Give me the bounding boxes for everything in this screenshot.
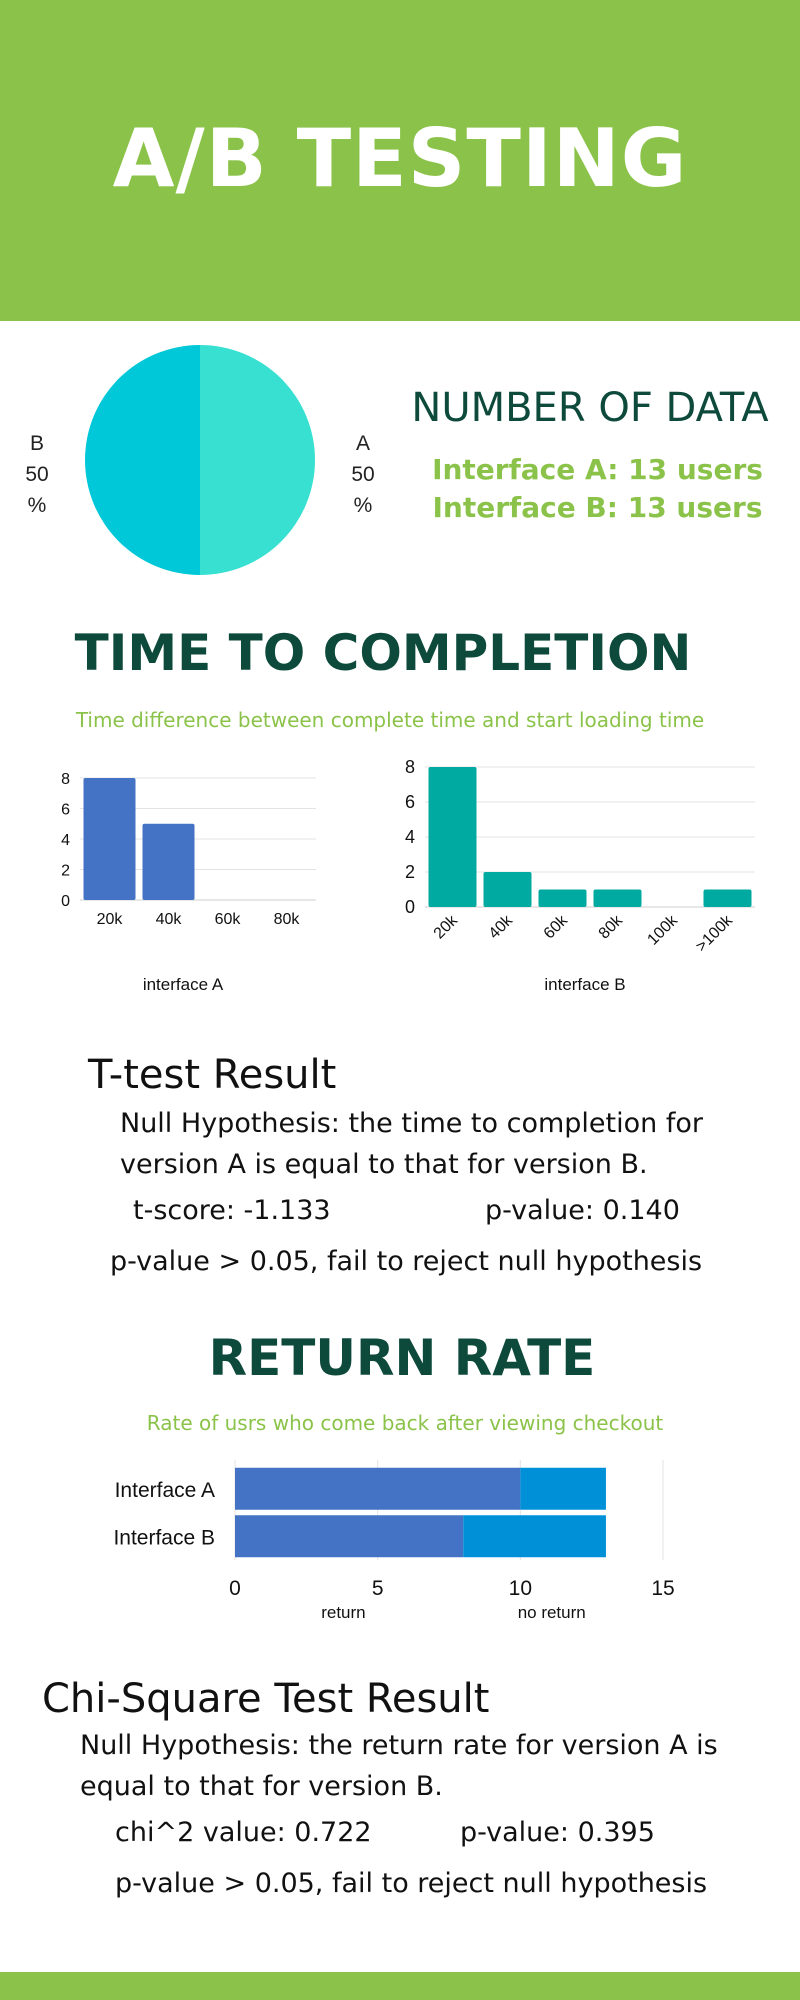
bar-60k	[538, 889, 587, 907]
y-tick-label: 6	[61, 802, 70, 819]
ttest-hypothesis: Null Hypothesis: the time to completion …	[120, 1103, 780, 1185]
x-tick-label: 80k	[596, 911, 627, 942]
x-tick-label: 5	[372, 1577, 384, 1600]
pie-label-b-value: 50	[25, 463, 49, 486]
bar-segment-no-return	[463, 1515, 606, 1558]
bar-40k	[483, 872, 532, 907]
page-title: A/B TESTING	[112, 112, 688, 205]
x-tick-label: 100k	[644, 911, 681, 948]
y-tick-label: 2	[405, 862, 415, 882]
y-tick-label: 0	[61, 893, 70, 910]
chisq-conclusion: p-value > 0.05, fail to reject null hypo…	[115, 1868, 708, 1899]
y-category-label: Interface B	[113, 1526, 215, 1549]
ttest-conclusion: p-value > 0.05, fail to reject null hypo…	[110, 1246, 703, 1277]
ttest-pvalue: p-value: 0.140	[485, 1195, 680, 1226]
legend-return: return	[321, 1603, 365, 1622]
pie-slice-b	[85, 345, 200, 575]
chisq-hypothesis: Null Hypothesis: the return rate for ver…	[80, 1725, 780, 1807]
bar-segment-return	[235, 1467, 521, 1510]
chisq-pvalue: p-value: 0.395	[460, 1817, 655, 1848]
x-tick-label: >100k	[693, 911, 737, 955]
bar-80k	[593, 889, 642, 907]
ttest-hypothesis-line2: version A is equal to that for version B…	[120, 1149, 648, 1180]
pie-label-a-unit: %	[353, 494, 373, 517]
number-of-data-heading: NUMBER OF DATA	[411, 385, 769, 431]
bar-segment-return	[235, 1515, 464, 1558]
chisq-hypothesis-line2: equal to that for version B.	[80, 1771, 443, 1802]
x-tick-label: 40k	[486, 911, 517, 942]
bar-segment-no-return	[520, 1467, 606, 1510]
return-rate-subtitle: Rate of usrs who come back after viewing…	[146, 1411, 664, 1435]
bar-20k	[83, 778, 136, 900]
x-tick-label: 80k	[274, 911, 301, 928]
y-tick-label: 8	[405, 757, 415, 777]
pie-label-b: B 50 %	[7, 428, 67, 521]
y-tick-label: 8	[61, 771, 70, 788]
return-rate-stacked-bar-chart: 0 5 10 15 Interface A Interface B return no ret…	[113, 1460, 675, 1622]
y-tick-label: 2	[61, 863, 70, 880]
y-tick-label: 0	[405, 897, 415, 917]
footer-banner	[0, 1972, 800, 2000]
time-to-completion-heading: TIME TO COMPLETION	[74, 624, 692, 682]
x-tick-label: 15	[651, 1577, 674, 1600]
legend-no-return: no return	[518, 1603, 586, 1622]
interface-a-users: Interface A: 13 users	[432, 453, 763, 486]
pie-slice-a	[200, 345, 315, 575]
x-tick-label: 0	[229, 1577, 241, 1600]
time-to-completion-subtitle: Time difference between complete time an…	[75, 708, 705, 732]
y-tick-label: 4	[61, 832, 70, 849]
ttest-hypothesis-line1: Null Hypothesis: the time to completion …	[120, 1108, 703, 1139]
y-tick-label: 4	[405, 827, 415, 847]
y-category-label: Interface A	[115, 1479, 215, 1502]
pie-label-b-name: B	[29, 432, 44, 455]
chisq-score: chi^2 value: 0.722	[115, 1817, 372, 1848]
pie-chart	[85, 345, 315, 575]
x-tick-label: 20k	[97, 911, 124, 928]
pie-label-a-value: 50	[351, 463, 375, 486]
ttest-score: t-score: -1.133	[133, 1195, 331, 1226]
pie-label-b-unit: %	[27, 494, 47, 517]
pie-label-a-name: A	[355, 432, 370, 455]
x-tick-label: 10	[509, 1577, 532, 1600]
header-banner	[0, 0, 800, 321]
bar-40k	[142, 823, 195, 900]
chisq-hypothesis-line1: Null Hypothesis: the return rate for ver…	[80, 1730, 718, 1761]
pie-label-a: A 50 %	[333, 428, 393, 521]
x-tick-label: 60k	[541, 911, 572, 942]
bar->100k	[703, 889, 752, 907]
x-tick-label: 20k	[431, 911, 462, 942]
bar-chart-a-xlabel: interface A	[143, 975, 224, 994]
bar-chart-b-xlabel: interface B	[544, 975, 625, 994]
ttest-title: T-test Result	[88, 1052, 337, 1098]
chisq-title: Chi-Square Test Result	[42, 1676, 490, 1722]
bar-chart-interface-b: 0 2 4 6 8 20k 40k 60k 80k 100k >100k interface B	[405, 757, 755, 994]
interface-b-users: Interface B: 13 users	[432, 491, 763, 524]
y-tick-label: 6	[405, 792, 415, 812]
bar-20k	[428, 767, 477, 907]
return-rate-heading: RETURN RATE	[208, 1329, 596, 1387]
bar-chart-interface-a: 0 2 4 6 8 20k 40k 60k 80k interface A	[61, 771, 316, 994]
x-tick-label: 40k	[156, 911, 183, 928]
x-tick-label: 60k	[215, 911, 242, 928]
